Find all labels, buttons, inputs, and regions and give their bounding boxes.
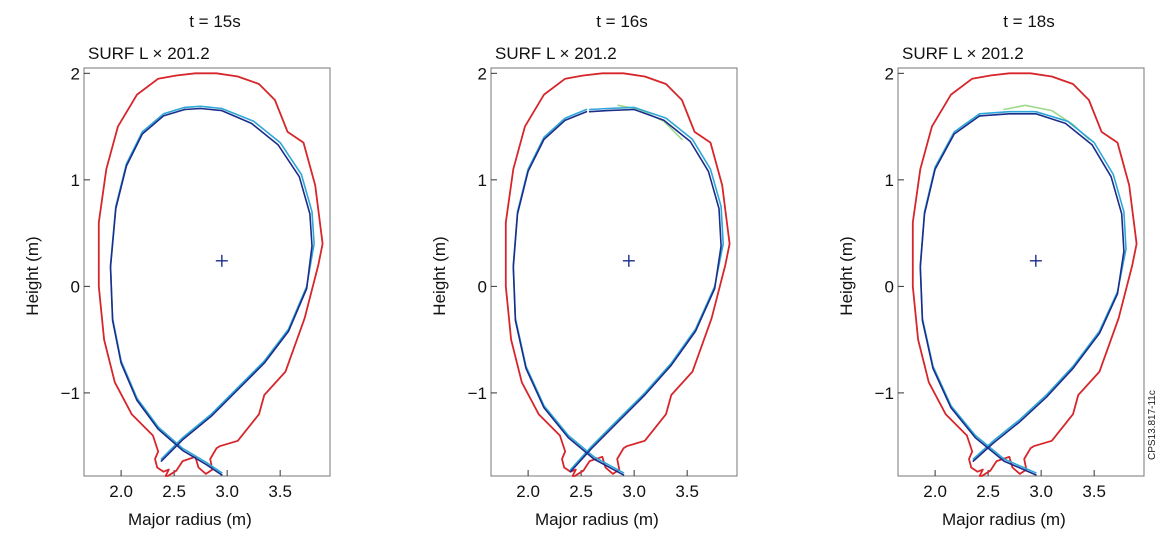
contour-line: [911, 72, 1138, 477]
x-tick-label: 3.5: [675, 482, 699, 501]
y-tick-label: −1: [61, 384, 80, 403]
x-tick-label: 3.5: [1082, 482, 1106, 501]
contour-line: [109, 108, 223, 476]
plot-area: 2.0 2.5 3.0 3.5 −1 0 1 2: [61, 64, 331, 501]
x-tick-label: 3.5: [268, 482, 292, 501]
y-tick-label: −1: [875, 384, 894, 403]
contour-line: [160, 107, 313, 462]
y-axis-label: Height (m): [837, 236, 856, 316]
panel-time-label: t = 15s: [189, 12, 241, 31]
contour-line: [919, 115, 1037, 476]
panel-surf-label: SURF L × 201.2: [902, 44, 1024, 63]
x-tick-label: 2.5: [976, 482, 1000, 501]
y-axis-label: Height (m): [430, 236, 449, 316]
x-tick-label: 2.5: [162, 482, 186, 501]
y-tick-label: 2: [478, 64, 487, 83]
y-tick-label: 0: [71, 277, 80, 296]
x-tick-label: 2.0: [109, 482, 133, 501]
y-tick-label: 1: [885, 171, 894, 190]
contour-line: [972, 110, 1127, 460]
x-tick-label: 2.0: [923, 482, 947, 501]
panel-t15: t = 15s SURF L × 201.2 2.0 2.5 3.0 3.5 −1 0 1 2…: [0, 0, 380, 534]
contour-line: [97, 72, 324, 477]
contour-line: [972, 113, 1125, 462]
figure-code: CPS13.817-11c: [1147, 390, 1156, 460]
x-tick-label: 3.0: [622, 482, 646, 501]
contour-line: [160, 105, 315, 460]
y-tick-label: 1: [478, 171, 487, 190]
panel-time-label: t = 16s: [596, 12, 648, 31]
x-axis-label: Major radius (m): [942, 510, 1066, 529]
contour-line: [569, 108, 722, 473]
y-tick-label: 0: [885, 277, 894, 296]
panel-surf-label: SURF L × 201.2: [495, 44, 617, 63]
axes-frame: [490, 67, 738, 477]
contour-line: [504, 72, 731, 477]
plot-area: 2.0 2.5 3.0 3.5 −1 0 1 2: [468, 64, 738, 501]
contour-line: [512, 110, 625, 476]
x-tick-label: 2.5: [569, 482, 593, 501]
axes-frame: [83, 67, 331, 477]
y-tick-label: 2: [71, 64, 80, 83]
panel-t18: t = 18s SURF L × 201.2 2.0 2.5 3.0 3.5 −1 0 1 2…: [814, 0, 1156, 534]
plot-area: 2.0 2.5 3.0 3.5 −1 0 1 2: [875, 64, 1145, 501]
panel-surf-label: SURF L × 201.2: [88, 44, 210, 63]
x-tick-label: 2.0: [516, 482, 540, 501]
x-axis-label: Major radius (m): [128, 510, 252, 529]
y-tick-label: −1: [468, 384, 487, 403]
y-tick-label: 0: [478, 277, 487, 296]
contour-line: [569, 106, 724, 471]
y-tick-label: 2: [885, 64, 894, 83]
y-tick-label: 1: [71, 171, 80, 190]
x-tick-label: 3.0: [215, 482, 239, 501]
axes-frame: [897, 67, 1145, 477]
panel-time-label: t = 18s: [1003, 12, 1055, 31]
panel-t16: t = 16s SURF L × 201.2 2.0 2.5 3.0 3.5 −1 0 1 2…: [407, 0, 787, 534]
y-axis-label: Height (m): [23, 236, 42, 316]
x-tick-label: 3.0: [1029, 482, 1053, 501]
x-axis-label: Major radius (m): [535, 510, 659, 529]
